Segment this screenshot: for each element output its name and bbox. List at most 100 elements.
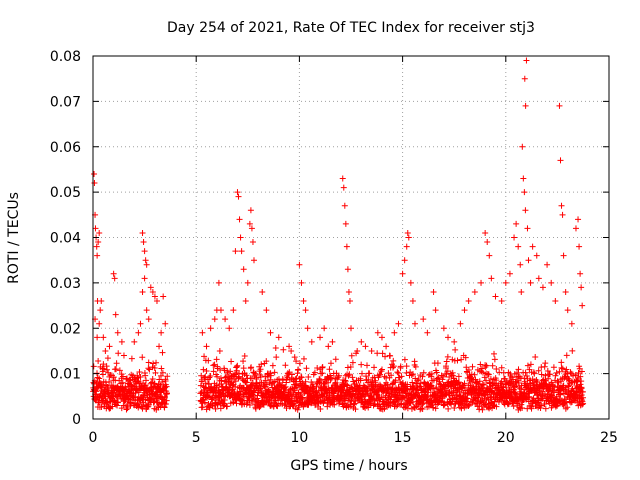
- data-point: [511, 234, 518, 241]
- data-point: [440, 325, 447, 332]
- data-point: [552, 403, 559, 410]
- data-point: [233, 400, 240, 407]
- data-point: [240, 358, 247, 365]
- data-point: [480, 381, 487, 388]
- data-point: [224, 403, 231, 410]
- data-point: [298, 279, 305, 286]
- data-point: [558, 202, 565, 209]
- data-point: [230, 307, 237, 314]
- data-point: [344, 266, 351, 273]
- data-point: [534, 378, 541, 385]
- data-point: [358, 338, 365, 345]
- data-point: [443, 358, 450, 365]
- data-point: [163, 383, 170, 390]
- data-point: [230, 390, 237, 397]
- data-point: [96, 229, 103, 236]
- data-point: [541, 401, 548, 408]
- data-point: [489, 362, 496, 369]
- x-tick-label: 5: [192, 430, 201, 446]
- data-point: [479, 381, 486, 388]
- x-tick-label: 25: [600, 430, 618, 446]
- data-point: [578, 385, 585, 392]
- data-point: [458, 405, 465, 412]
- data-point: [213, 356, 220, 363]
- data-point: [379, 350, 386, 357]
- data-point: [444, 353, 451, 360]
- x-tick-label: 20: [497, 430, 515, 446]
- data-point: [212, 405, 219, 412]
- data-point: [348, 352, 355, 359]
- data-point: [271, 369, 278, 376]
- data-point: [563, 352, 570, 359]
- data-point: [489, 401, 496, 408]
- data-point: [258, 361, 265, 368]
- y-tick-label: 0.01: [50, 367, 81, 383]
- data-point: [357, 377, 364, 384]
- data-point: [121, 390, 128, 397]
- data-point: [293, 358, 300, 365]
- data-point: [259, 288, 266, 295]
- data-point: [481, 392, 488, 399]
- data-point: [424, 380, 431, 387]
- data-point: [335, 372, 342, 379]
- data-point: [483, 362, 490, 369]
- data-point: [415, 376, 422, 383]
- data-point: [465, 298, 472, 305]
- data-point: [103, 366, 110, 373]
- data-point: [119, 379, 126, 386]
- data-point: [340, 184, 347, 191]
- data-point: [320, 393, 327, 400]
- data-point: [577, 270, 584, 277]
- data-point: [551, 384, 558, 391]
- data-point: [137, 374, 144, 381]
- data-point: [522, 102, 529, 109]
- data-point: [156, 343, 163, 350]
- data-point: [404, 229, 411, 236]
- data-point: [542, 405, 549, 412]
- data-point: [558, 364, 565, 371]
- data-point: [134, 374, 141, 381]
- data-point: [395, 320, 402, 327]
- data-point: [533, 387, 540, 394]
- data-point: [142, 396, 149, 403]
- data-point: [339, 175, 346, 182]
- data-point: [157, 372, 164, 379]
- data-point: [326, 366, 333, 373]
- data-point: [428, 370, 435, 377]
- data-point: [403, 363, 410, 370]
- data-point: [153, 359, 160, 366]
- data-point: [371, 364, 378, 371]
- data-point: [575, 216, 582, 223]
- data-point: [145, 359, 152, 366]
- data-point: [215, 279, 222, 286]
- data-point: [119, 373, 126, 380]
- data-point: [411, 404, 418, 411]
- data-point: [493, 403, 500, 410]
- data-point: [201, 399, 208, 406]
- data-point: [572, 225, 579, 232]
- data-point: [564, 404, 571, 411]
- data-point: [458, 356, 465, 363]
- data-point: [298, 374, 305, 381]
- data-point: [331, 401, 338, 408]
- data-point: [477, 361, 484, 368]
- data-point: [200, 366, 207, 373]
- data-point: [420, 369, 427, 376]
- data-point: [410, 371, 417, 378]
- data-point: [253, 374, 260, 381]
- data-point: [525, 257, 532, 264]
- data-point: [241, 353, 248, 360]
- data-point: [135, 404, 142, 411]
- data-point: [529, 243, 536, 250]
- data-point: [411, 320, 418, 327]
- data-point: [419, 406, 426, 413]
- data-point: [569, 347, 576, 354]
- data-point: [300, 355, 307, 362]
- data-point: [492, 293, 499, 300]
- data-point: [538, 402, 545, 409]
- data-point: [311, 369, 318, 376]
- data-point: [566, 380, 573, 387]
- data-point: [352, 406, 359, 413]
- y-tick-label: 0.02: [50, 321, 81, 337]
- data-point: [451, 405, 458, 412]
